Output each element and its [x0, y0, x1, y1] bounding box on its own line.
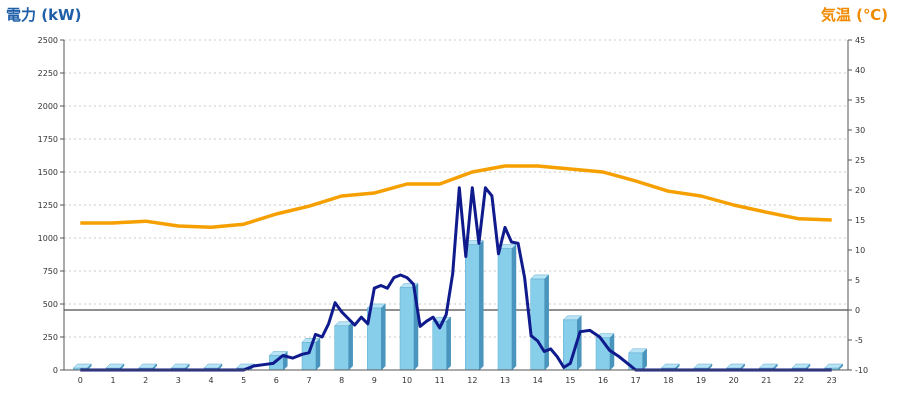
left-tick-label: 1500 [38, 168, 58, 177]
bar-side [544, 274, 549, 371]
bar-side [348, 321, 353, 371]
x-tick-label: 14 [533, 376, 543, 385]
bar-side [479, 239, 484, 371]
right-tick-label: 5 [855, 276, 860, 285]
x-tick-label: 16 [598, 376, 608, 385]
bar-side [642, 348, 647, 371]
x-tick-label: 2 [143, 376, 148, 385]
left-tick-label: 500 [43, 300, 58, 309]
bar-side [511, 243, 517, 371]
bar-side [446, 316, 451, 371]
right-tick-label: 30 [855, 126, 865, 135]
left-tick-label: 0 [53, 366, 58, 375]
right-tick-label: 20 [855, 186, 865, 195]
x-tick-label: 0 [78, 376, 83, 385]
x-tick-label: 23 [827, 376, 837, 385]
bar-side [381, 303, 386, 371]
x-tick-label: 8 [339, 376, 344, 385]
x-tick-label: 5 [241, 376, 246, 385]
bar-side [315, 337, 321, 371]
right-tick-label: -10 [855, 366, 868, 375]
x-tick-label: 22 [794, 376, 804, 385]
power-line [80, 186, 832, 372]
right-tick-label: 35 [855, 96, 865, 105]
right-tick-label: 40 [855, 66, 865, 75]
bar [497, 248, 513, 371]
left-tick-label: 750 [43, 267, 58, 276]
left-tick-label: 250 [43, 333, 58, 342]
x-tick-label: 7 [306, 376, 311, 385]
bar-side [577, 315, 582, 371]
left-tick-label: 1750 [38, 135, 58, 144]
bar [530, 278, 545, 371]
left-axis-title: 電力 (kW) [6, 6, 82, 24]
x-tick-label: 21 [761, 376, 771, 385]
temperature-line [80, 164, 832, 229]
left-tick-label: 2250 [38, 69, 58, 78]
x-tick-label: 10 [402, 376, 412, 385]
x-tick-label: 11 [435, 376, 445, 385]
x-tick-label: 17 [631, 376, 641, 385]
bar [301, 342, 317, 371]
left-tick-label: 1000 [38, 234, 58, 243]
x-tick-label: 18 [663, 376, 673, 385]
x-tick-label: 20 [729, 376, 739, 385]
x-tick-label: 13 [500, 376, 510, 385]
left-tick-label: 2000 [38, 102, 58, 111]
right-tick-label: 15 [855, 216, 865, 225]
right-axis-title: 気温 (℃) [820, 6, 888, 24]
x-tick-label: 15 [565, 376, 575, 385]
bar-side [838, 363, 843, 371]
bar [334, 325, 349, 371]
x-tick-label: 9 [372, 376, 377, 385]
left-tick-label: 2500 [38, 36, 58, 45]
right-tick-label: -5 [855, 336, 863, 345]
x-tick-label: 12 [467, 376, 477, 385]
x-tick-label: 3 [176, 376, 181, 385]
bar [465, 244, 480, 371]
x-tick-label: 6 [274, 376, 279, 385]
bar [399, 287, 415, 371]
x-tick-label: 1 [110, 376, 115, 385]
right-tick-label: 10 [855, 246, 865, 255]
right-tick-label: 0 [855, 306, 860, 315]
right-tick-label: 45 [855, 36, 865, 45]
x-tick-label: 19 [696, 376, 706, 385]
left-tick-label: 1250 [38, 201, 58, 210]
x-tick-label: 4 [208, 376, 213, 385]
right-tick-label: 25 [855, 156, 865, 165]
